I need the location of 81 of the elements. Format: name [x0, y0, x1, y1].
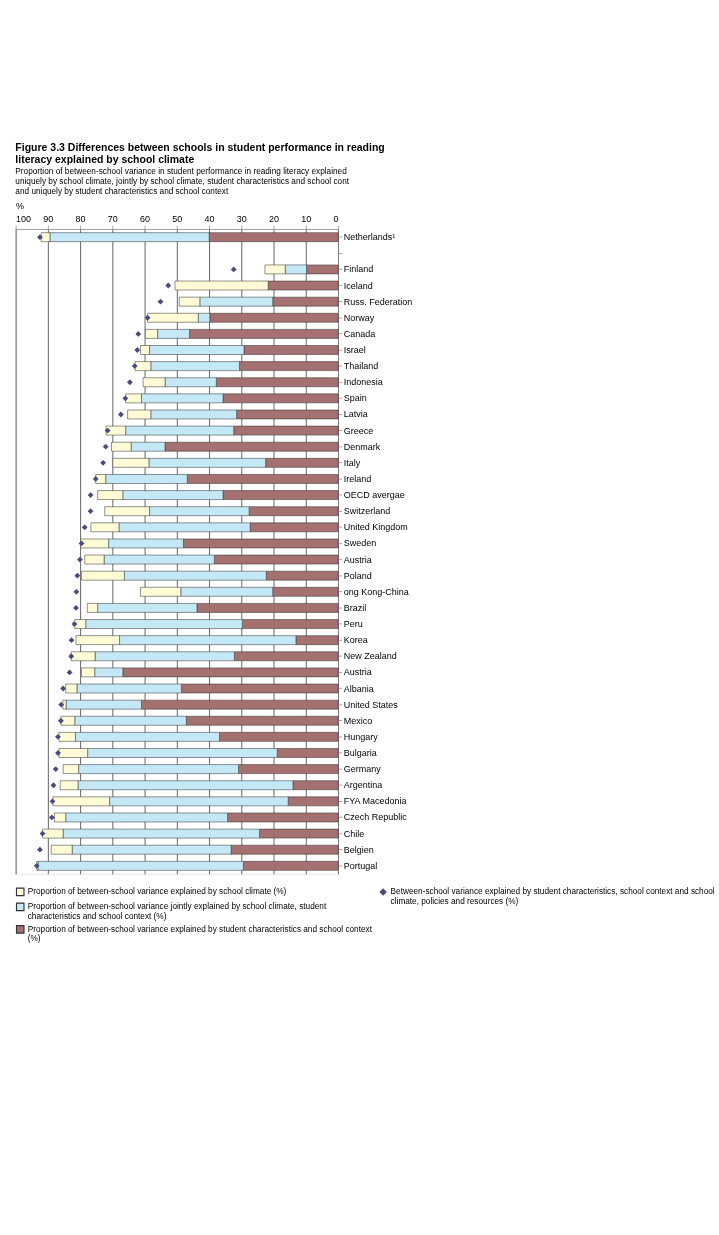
- y-tick-label: Thailand: [343, 361, 379, 372]
- point: [126, 379, 133, 386]
- y-tick-label: Portugal: [343, 860, 378, 871]
- y-tick-label: Norway: [343, 312, 375, 323]
- y-tick-label: Peru: [343, 619, 363, 630]
- y-tick-label: Netherlands¹: [343, 232, 396, 243]
- point: [92, 476, 99, 482]
- y-tick-label: Bulgaria: [343, 747, 377, 758]
- point: [52, 766, 59, 773]
- y-tick-label: Greece: [343, 425, 374, 436]
- y-tick-label: Spain: [343, 393, 367, 404]
- y-tick-label: New Zealand: [343, 651, 397, 662]
- x-axis-title: %: [16, 201, 25, 212]
- y-tick-label: Indonesia: [343, 377, 383, 388]
- point: [71, 621, 78, 627]
- x-tick-label: 90: [43, 213, 54, 224]
- point: [144, 314, 151, 321]
- y-tick-label: Korea: [343, 635, 368, 646]
- chart-title: Figure 3.3 Differences between schools in student performance in reading literacy explained by school climate: [15, 142, 385, 166]
- point: [135, 330, 142, 337]
- y-tick-label: Brazil: [343, 602, 367, 613]
- y-tick-label: Germany: [343, 764, 382, 775]
- point: [77, 556, 83, 563]
- y-tick-label: Russ. Federation: [343, 296, 413, 307]
- point: [37, 846, 43, 853]
- x-tick-label: 60: [140, 213, 151, 224]
- x-tick-label: 0: [333, 213, 339, 224]
- y-tick-label: Mexico: [343, 715, 373, 726]
- x-tick-label: 70: [107, 213, 118, 224]
- y-tick-label: Finland: [343, 264, 374, 275]
- y-tick-label: Sweden: [343, 538, 377, 549]
- point: [48, 814, 55, 821]
- point: [50, 782, 57, 789]
- y-tick-label: Italy: [343, 457, 361, 468]
- x-tick-label: 80: [75, 213, 86, 224]
- y-tick-label: ong Kong-China: [343, 586, 409, 597]
- y-tick-label: Latvia: [343, 409, 368, 420]
- y-tick-label: Argentina: [343, 780, 383, 791]
- point: [117, 411, 124, 418]
- y-tick-label: Chile: [343, 828, 365, 839]
- y-tick-label: Albania: [343, 683, 374, 694]
- y-tick-label: Czech Republic: [343, 812, 408, 823]
- point: [55, 733, 61, 740]
- point: [57, 717, 64, 724]
- point: [87, 492, 94, 498]
- y-tick-label: Belgien: [343, 844, 374, 855]
- point: [131, 363, 138, 370]
- y-tick-label: Canada: [343, 328, 376, 339]
- y-tick-label: Ireland: [343, 473, 372, 484]
- legend-label: Between-school variance explained by student characteristics, school context and school climate, policies and resources (%): [390, 887, 715, 906]
- y-tick-label: Iceland: [343, 280, 373, 291]
- y-tick-label: Austria: [343, 667, 372, 678]
- point: [73, 588, 80, 595]
- point: [68, 637, 75, 644]
- x-tick-label: 50: [172, 213, 183, 224]
- y-tick-label: United Kingdom: [343, 522, 408, 533]
- y-tick-label: Denmark: [343, 441, 381, 452]
- point: [165, 282, 172, 289]
- text: and uniquely by student characteristics and school context: [15, 186, 229, 196]
- y-tick-label: Israel: [343, 345, 366, 355]
- y-tick-label: FYA Macedonia: [343, 796, 407, 807]
- point: [134, 347, 141, 353]
- point: [58, 701, 65, 708]
- y-tick-label: Hungary: [343, 731, 379, 742]
- y-tick-label: Austria: [343, 554, 372, 565]
- y-tick-label: Switzerland: [343, 506, 391, 517]
- point: [157, 298, 164, 305]
- point: [49, 798, 56, 805]
- legend-label: Proportion of between-school variance explained by student characteristics and school context (%): [27, 924, 373, 944]
- x-tick-label: 10: [301, 213, 312, 224]
- y-tick-label: Poland: [343, 570, 372, 581]
- point: [87, 508, 94, 515]
- y-tick-label: OECD avergae: [343, 490, 405, 501]
- y-tick-label: United States: [343, 699, 399, 710]
- x-tick-label: 40: [204, 213, 215, 224]
- point: [60, 685, 67, 692]
- legend-label: Proportion of between-school variance jointly explained by school climate, student characteristics and school context (%): [27, 902, 327, 921]
- x-tick-label: 20: [269, 213, 280, 224]
- legend-label: Proportion of between-school variance explained by school climate (%): [27, 887, 287, 897]
- x-tick-label: 30: [236, 213, 247, 224]
- x-tick-label: 100: [16, 213, 32, 224]
